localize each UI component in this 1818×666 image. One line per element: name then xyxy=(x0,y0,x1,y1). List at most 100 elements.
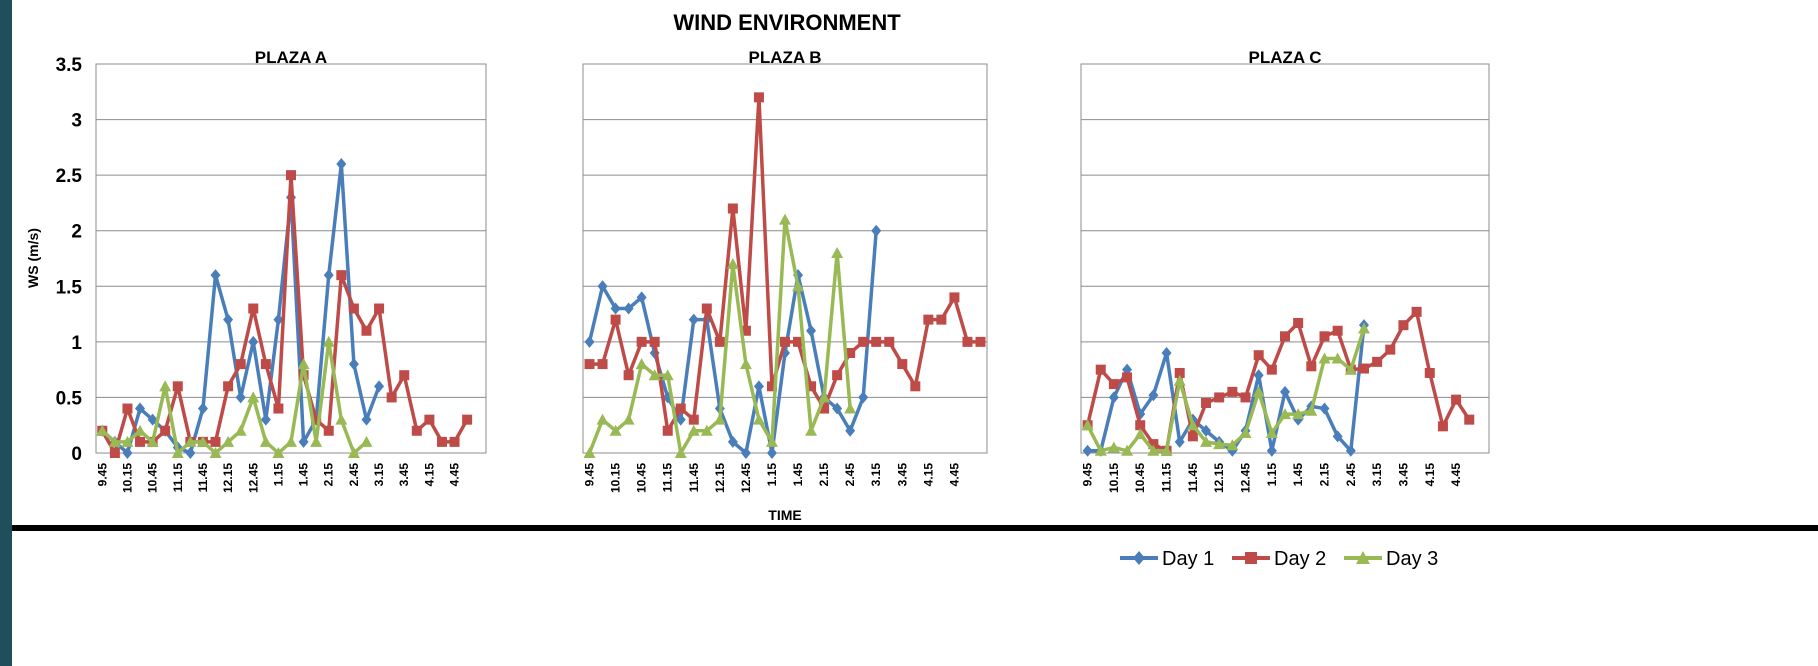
x-tick-label: 2.15 xyxy=(322,463,336,487)
x-tick-label: 2.15 xyxy=(1317,463,1331,487)
data-point-day-2 xyxy=(793,336,804,347)
x-tick-label: 10.45 xyxy=(1133,463,1147,493)
data-point-day-1 xyxy=(636,291,647,304)
data-point-day-1 xyxy=(348,358,359,371)
data-point-day-2 xyxy=(871,336,882,347)
data-point-day-1 xyxy=(223,313,234,326)
data-point-day-1 xyxy=(740,447,751,459)
data-point-day-1 xyxy=(1266,444,1277,457)
data-point-day-1 xyxy=(688,313,699,326)
data-point-day-1 xyxy=(1082,444,1093,457)
data-point-day-2 xyxy=(819,403,830,414)
legend-label: Day 2 xyxy=(1274,548,1326,570)
x-tick-label: 11.15 xyxy=(171,463,185,493)
data-point-day-2 xyxy=(1095,364,1106,375)
data-point-day-2 xyxy=(109,448,120,458)
y-tick-label: 0 xyxy=(71,444,82,465)
data-point-day-1 xyxy=(832,402,843,415)
data-point-day-1 xyxy=(298,435,309,448)
x-tick-label: 1.45 xyxy=(1291,463,1305,487)
data-point-day-2 xyxy=(1293,317,1304,328)
data-point-day-2 xyxy=(1319,331,1330,342)
x-tick-label: 3.45 xyxy=(1396,463,1410,487)
data-point-day-1 xyxy=(248,335,259,348)
data-point-day-3 xyxy=(831,246,844,258)
data-point-day-2 xyxy=(740,325,751,336)
data-point-day-3 xyxy=(222,435,235,447)
data-point-day-2 xyxy=(386,392,397,403)
data-point-day-3 xyxy=(661,369,674,381)
data-point-day-2 xyxy=(248,303,259,314)
data-point-day-3 xyxy=(596,413,609,425)
x-tick-label: 4.15 xyxy=(422,463,436,487)
data-point-day-3 xyxy=(184,435,197,447)
plot-area-group: 0 0.5 1 1.5 2 2.5 3 3.5 PLAZA A 9.45 10.15 10.45 11.… xyxy=(56,48,1490,493)
data-point-day-3 xyxy=(297,358,310,370)
y-tick-label: 1.5 xyxy=(56,277,83,298)
data-point-day-3 xyxy=(1265,426,1278,438)
data-point-day-1 xyxy=(1108,391,1119,404)
data-point-day-1 xyxy=(235,391,246,404)
data-point-day-2 xyxy=(610,314,621,325)
x-tick-label: 9.45 xyxy=(583,463,597,487)
data-point-day-2 xyxy=(1148,439,1159,450)
x-tick-label: 10.45 xyxy=(635,463,649,493)
x-tick-label: 3.45 xyxy=(397,463,411,487)
data-point-day-2 xyxy=(923,314,934,325)
data-point-day-2 xyxy=(1411,306,1422,317)
data-point-day-2 xyxy=(1253,350,1264,361)
data-point-day-2 xyxy=(449,436,460,447)
data-point-day-2 xyxy=(361,325,372,336)
data-point-day-3 xyxy=(347,447,360,458)
data-point-day-2 xyxy=(210,436,221,447)
data-point-day-2 xyxy=(936,314,947,325)
x-tick-label: 4.15 xyxy=(1423,463,1437,487)
data-point-day-3 xyxy=(335,413,348,425)
x-tick-label: 11.45 xyxy=(1186,463,1200,493)
data-point-day-3 xyxy=(844,402,857,414)
data-point-day-1 xyxy=(845,424,856,437)
data-point-day-1 xyxy=(1174,435,1185,448)
data-point-day-3 xyxy=(1213,438,1226,450)
data-point-day-2 xyxy=(584,359,595,370)
data-point-day-2 xyxy=(884,336,895,347)
data-point-day-2 xyxy=(336,270,347,281)
data-point-day-1 xyxy=(766,447,777,459)
data-point-day-3 xyxy=(1173,374,1186,386)
x-tick-label: 12.45 xyxy=(739,463,753,493)
data-point-day-1 xyxy=(185,447,196,459)
data-point-day-1 xyxy=(727,435,738,448)
data-point-day-3 xyxy=(1121,444,1134,456)
data-point-day-2 xyxy=(1398,320,1409,331)
data-point-day-2 xyxy=(1187,431,1198,442)
x-tick-label: 10.45 xyxy=(146,463,160,493)
data-point-day-1 xyxy=(871,224,882,237)
x-tick-label: 1.45 xyxy=(791,463,805,487)
plot-frame xyxy=(582,63,988,454)
x-tick-label: 2.45 xyxy=(347,463,361,487)
data-point-day-1 xyxy=(336,158,347,171)
chart-title: WIND ENVIRONMENT xyxy=(673,10,901,35)
data-point-day-3 xyxy=(1147,444,1160,456)
data-point-day-2 xyxy=(662,425,673,436)
data-point-day-3 xyxy=(159,380,172,392)
data-point-day-2 xyxy=(649,336,660,347)
data-point-day-1 xyxy=(1148,389,1159,402)
data-point-day-3 xyxy=(1279,408,1291,420)
data-point-day-2 xyxy=(962,336,973,347)
data-point-day-2 xyxy=(1464,414,1475,425)
data-point-day-2 xyxy=(1424,367,1435,378)
data-point-day-2 xyxy=(858,336,869,347)
data-point-day-3 xyxy=(1186,419,1199,431)
data-point-day-3 xyxy=(713,413,726,425)
data-point-day-1 xyxy=(273,313,284,326)
data-point-day-3 xyxy=(1344,363,1357,375)
data-point-day-3 xyxy=(805,424,818,436)
x-tick-label: 10.15 xyxy=(120,463,134,493)
data-point-day-2 xyxy=(122,403,133,414)
data-point-day-2 xyxy=(1280,331,1290,342)
series-line-day-3 xyxy=(101,340,368,455)
data-point-day-2 xyxy=(1174,367,1185,378)
data-point-day-2 xyxy=(1108,379,1119,390)
data-point-day-1 xyxy=(1280,385,1290,398)
